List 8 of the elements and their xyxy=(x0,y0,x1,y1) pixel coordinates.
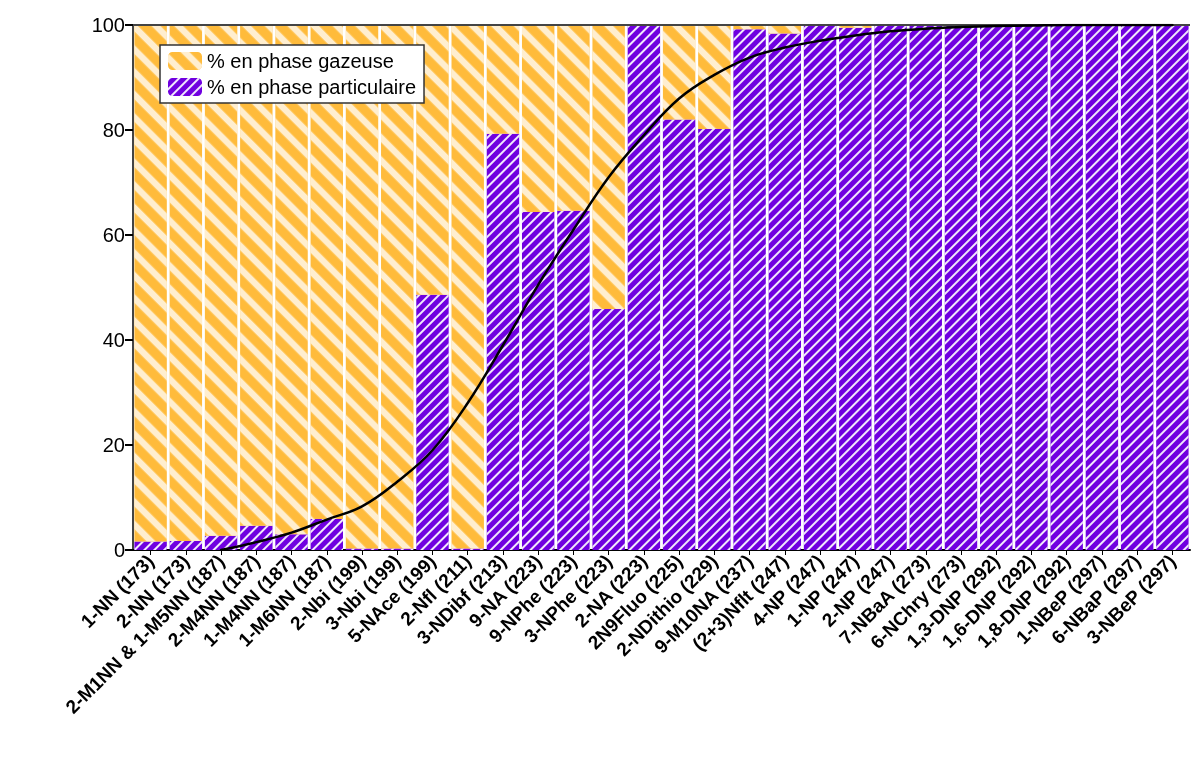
y-tick-label: 0 xyxy=(113,539,125,561)
y-tick-label: 80 xyxy=(102,119,125,141)
y-tick-label: 20 xyxy=(102,434,125,456)
y-tick-label: 40 xyxy=(102,329,125,351)
y-tick-label: 100 xyxy=(91,14,125,36)
y-tick-label: 60 xyxy=(102,224,125,246)
legend-label: % en phase gazeuse xyxy=(207,50,394,72)
legend-label: % en phase particulaire xyxy=(207,76,417,98)
